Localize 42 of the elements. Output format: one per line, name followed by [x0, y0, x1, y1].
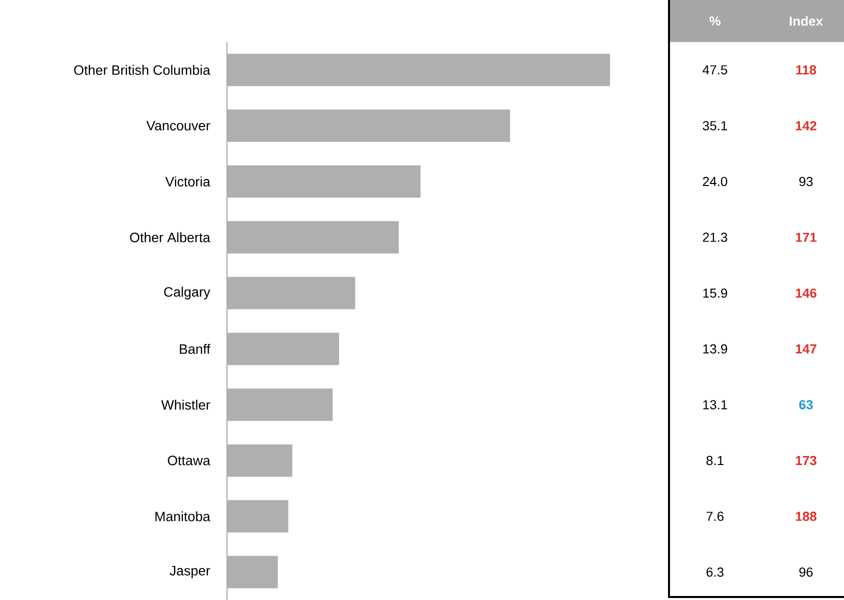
data-label: 21.3	[702, 232, 728, 242]
bar	[227, 556, 278, 588]
data-label: 147	[796, 344, 816, 354]
bar	[227, 276, 356, 310]
y-tick-label: Manitoba	[155, 511, 210, 522]
text: Index	[790, 16, 823, 26]
bar	[227, 332, 340, 366]
text: %	[710, 16, 720, 26]
data-label: 15.9	[703, 288, 728, 298]
data-label: 93	[799, 176, 813, 186]
bar	[227, 388, 333, 421]
y-tick-label: Jasper	[170, 566, 210, 578]
y-tick-label: Vancouver	[146, 120, 210, 130]
data-label: 171	[796, 232, 817, 242]
y-tick-label: Banff	[180, 344, 210, 354]
data-label: 146	[796, 288, 816, 298]
y-tick-label: Other British Columbia	[74, 64, 210, 75]
data-label: 142	[796, 121, 816, 130]
data-label: 8.1	[706, 456, 724, 466]
data-label: 13.1	[703, 400, 728, 410]
bar	[227, 110, 510, 142]
data-label: 173	[796, 456, 816, 466]
bar	[227, 165, 421, 198]
bar	[227, 221, 399, 254]
data-label: 13.9	[703, 344, 728, 354]
data-label: 63	[799, 400, 813, 410]
data-label: 24.0	[702, 176, 728, 186]
data-label: 96	[799, 567, 813, 577]
data-label: 7.6	[706, 512, 724, 521]
bar	[227, 444, 292, 477]
y-tick-label: Other Alberta	[130, 232, 210, 242]
y-tick-label: Ottawa	[168, 456, 210, 466]
bar	[227, 54, 610, 86]
y-tick-label: Victoria	[165, 176, 210, 186]
bar	[227, 500, 288, 532]
data-label: 118	[796, 65, 816, 75]
y-tick-label: Whistler	[161, 400, 210, 410]
y-tick-label: Calgary	[164, 286, 210, 300]
data-label: 188	[796, 512, 816, 521]
data-label: 47.5	[702, 65, 728, 74]
data-label: 35.1	[702, 121, 728, 130]
data-label: 6.3	[706, 567, 724, 577]
